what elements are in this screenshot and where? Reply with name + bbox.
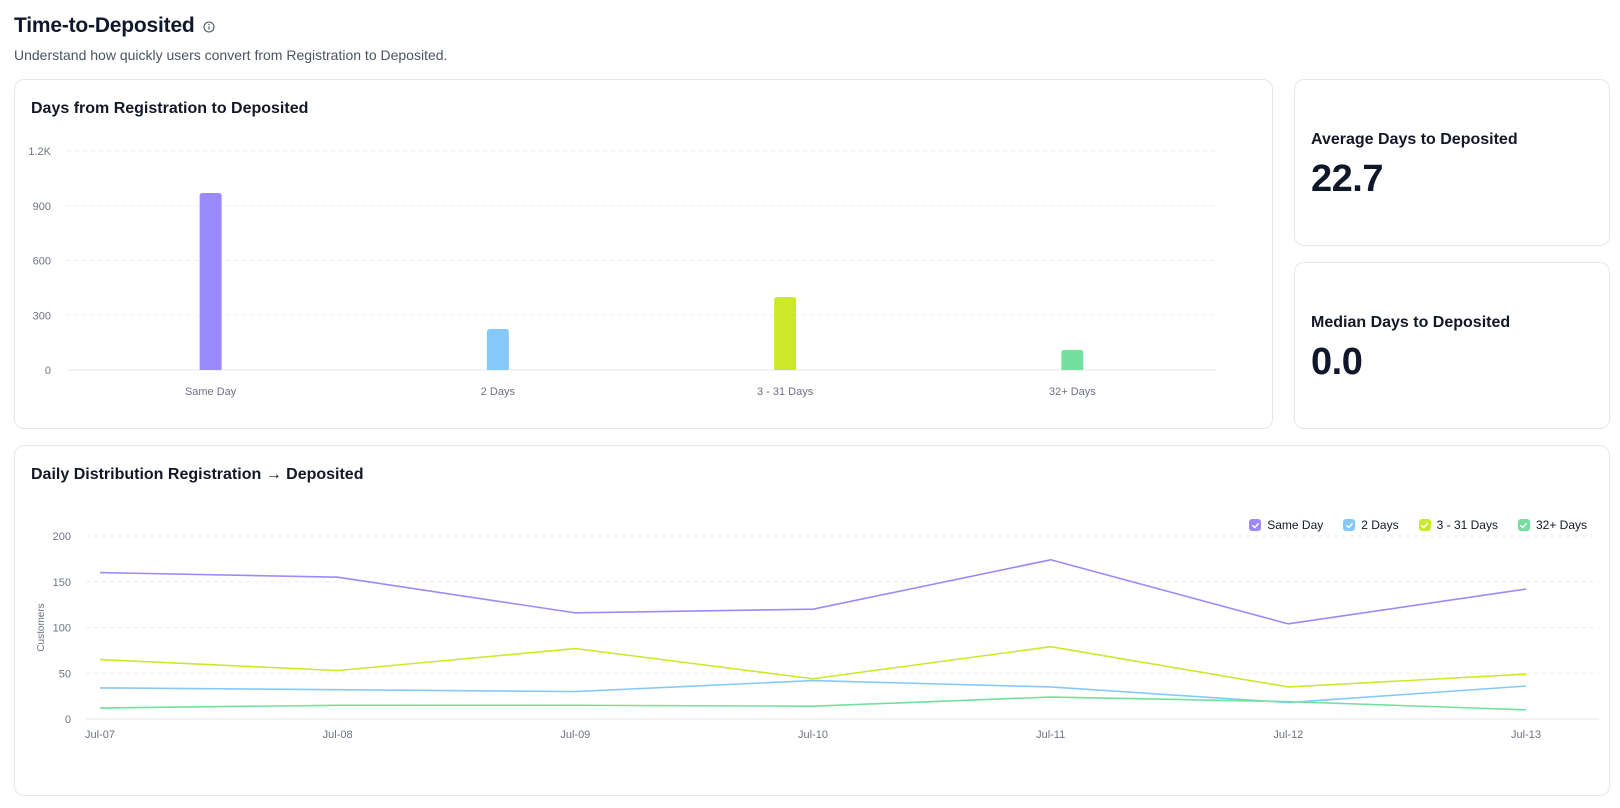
- legend-label: 2 Days: [1361, 518, 1399, 532]
- line-y-tick-label: 50: [59, 668, 71, 680]
- line-x-tick-label: Jul-11: [1036, 729, 1065, 741]
- page-subtitle: Understand how quickly users convert fro…: [14, 47, 448, 63]
- bar-y-tick-label: 0: [45, 365, 51, 377]
- line-series-32-days[interactable]: [99, 696, 1527, 711]
- line-x-tick-label: Jul-07: [85, 729, 115, 741]
- bar-x-tick-label: 2 Days: [481, 386, 516, 398]
- line-x-tick-label: Jul-09: [560, 729, 590, 741]
- line-y-tick-label: 0: [65, 714, 71, 726]
- line-x-tick-label: Jul-08: [323, 729, 353, 741]
- bar-chart-title: Days from Registration to Deposited: [31, 100, 309, 117]
- average-days-value: 22.7: [1311, 158, 1383, 200]
- median-days-card: Median Days to Deposited 0.0: [1294, 262, 1610, 429]
- line-x-tick-label: Jul-12: [1273, 729, 1303, 741]
- line-x-tick-label: Jul-10: [798, 729, 828, 741]
- bar-y-tick-label: 600: [33, 256, 51, 268]
- bar-x-tick-label: 32+ Days: [1049, 386, 1096, 398]
- page-title: Time-to-Deposited: [14, 14, 195, 37]
- bar-y-tick-label: 1.2K: [28, 146, 51, 158]
- legend-item-32-days[interactable]: 32+ Days: [1517, 518, 1587, 532]
- check-icon: [1343, 519, 1356, 531]
- bar-2-days[interactable]: [486, 328, 509, 370]
- bar-32-days[interactable]: [1061, 349, 1084, 370]
- page-header: Time-to-Deposited Understand how quickly…: [14, 14, 447, 63]
- bar-x-tick-label: Same Day: [185, 386, 237, 398]
- average-days-label: Average Days to Deposited: [1311, 131, 1518, 148]
- chart-legend: Same Day 2 Days 3 - 31 Days 32+ Days: [1249, 518, 1587, 532]
- legend-item-2-days[interactable]: 2 Days: [1343, 518, 1399, 532]
- line-y-tick-label: 100: [53, 623, 71, 635]
- check-icon: [1418, 519, 1431, 531]
- legend-label: 32+ Days: [1535, 518, 1587, 532]
- line-series-same-day[interactable]: [99, 558, 1527, 625]
- bar-x-tick-label: 3 - 31 Days: [757, 386, 814, 398]
- legend-label: 3 - 31 Days: [1436, 518, 1498, 532]
- bar-chart-card: Days from Registration to Deposited 0 300…: [14, 79, 1273, 429]
- line-y-axis-label: Customers: [36, 603, 47, 651]
- average-days-card: Average Days to Deposited 22.7: [1294, 79, 1610, 246]
- line-series-3-31-days[interactable]: [99, 645, 1527, 688]
- bar-chart: 0 300 600 900 1.2K Same Day 2 Days 3 - 31 Days 3…: [28, 146, 1216, 398]
- check-icon: [1517, 519, 1530, 531]
- legend-item-3-31-days[interactable]: 3 - 31 Days: [1418, 518, 1498, 532]
- bar-3-31-days[interactable]: [774, 297, 797, 370]
- line-chart: 0 50 100 150 200 Customers Jul-07 Jul-08 Jul-09 J…: [36, 531, 1599, 741]
- bar-same-day[interactable]: [199, 192, 222, 370]
- info-circle-icon[interactable]: [203, 20, 215, 33]
- line-y-tick-label: 150: [53, 577, 71, 589]
- bar-y-tick-label: 900: [33, 201, 51, 213]
- line-series-2-days[interactable]: [99, 679, 1527, 704]
- median-days-label: Median Days to Deposited: [1311, 314, 1511, 331]
- legend-label: Same Day: [1267, 518, 1324, 532]
- line-chart-card: Daily Distribution Registration → Deposi…: [14, 445, 1610, 796]
- bar-y-tick-label: 300: [33, 310, 51, 322]
- median-days-value: 0.0: [1311, 341, 1363, 383]
- line-y-tick-label: 200: [53, 531, 71, 543]
- check-icon: [1249, 519, 1262, 531]
- line-chart-title: Daily Distribution Registration → Deposi…: [31, 466, 364, 483]
- legend-item-same-day[interactable]: Same Day: [1249, 518, 1323, 532]
- line-x-tick-label: Jul-13: [1511, 729, 1541, 741]
